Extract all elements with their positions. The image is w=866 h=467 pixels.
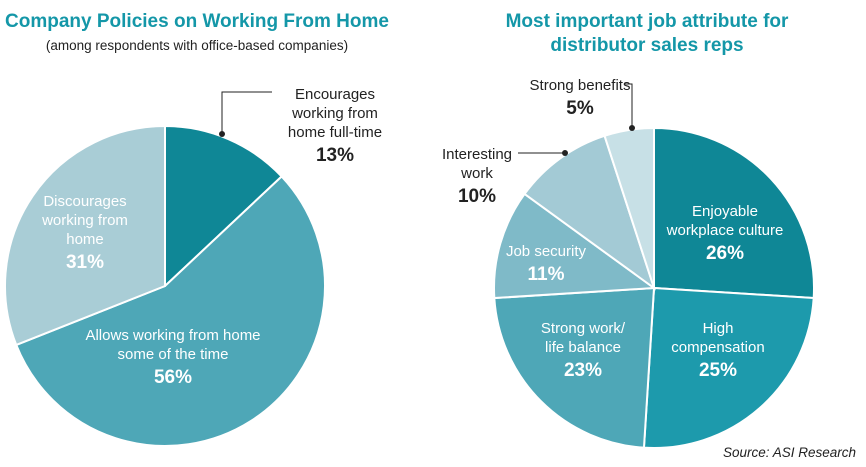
left-chart-subtitle: (among respondents with office-based com… xyxy=(46,38,348,53)
left-pie-slice-label-2-line-0: Discourages xyxy=(43,193,126,210)
right-pie-slice-label-2-line-1: life balance xyxy=(545,339,621,356)
right-pie-slice-5 xyxy=(603,126,655,289)
right-pie-slice-value-5: 5% xyxy=(566,98,594,119)
left-pie-slice-label-1-line-0: Allows working from home xyxy=(85,327,260,344)
right-pie-slice-label-0-line-0: Enjoyable xyxy=(692,203,758,220)
right-pie-slice-4 xyxy=(523,134,656,291)
left-pie-slice-value-1: 56% xyxy=(154,367,192,388)
right-pie-slice-label-1-line-0: High xyxy=(703,320,734,337)
right-pie-slice-0 xyxy=(653,126,815,300)
left-pie-slice-2 xyxy=(4,124,166,347)
right-pie-slice-label-3-line-0: Job security xyxy=(506,243,587,260)
left-pie-slice-label-2-line-2: home xyxy=(66,231,104,248)
right-pie-slice-label-2-line-0: Strong work/ xyxy=(541,320,626,337)
right-pie-slice-value-2: 23% xyxy=(564,360,602,381)
left-pie-chart: Encourages working from home full-time 13% A… xyxy=(4,86,382,447)
left-pie-slice-value-2: 31% xyxy=(66,252,104,273)
right-pie-slice-value-4: 10% xyxy=(458,186,496,207)
right-pie-slice-label-4-line-1: work xyxy=(460,165,493,182)
left-pie-slice-label-0-line-1: working from xyxy=(291,105,378,122)
left-pie-slice-label-2-line-1: working from xyxy=(41,212,128,229)
left-pie-leader-line-0 xyxy=(221,91,272,134)
left-pie-leader-dot-0 xyxy=(219,131,225,137)
left-pie-slice-0 xyxy=(164,124,284,289)
left-pie-slice-label-1-line-1: some of the time xyxy=(118,346,229,363)
left-pie-slice-1 xyxy=(14,175,326,447)
right-pie-slice-label-5-line-0: Strong benefits xyxy=(530,77,631,94)
left-pie-slice-label-0-line-2: home full-time xyxy=(288,124,382,141)
right-pie-slice-value-0: 26% xyxy=(706,243,744,264)
source-note: Source: ASI Research xyxy=(723,445,856,460)
left-pie-slice-label-0-line-0: Encourages xyxy=(295,86,375,103)
right-chart-title-line-1: Most important job attribute for xyxy=(506,11,789,32)
right-pie-slice-label-0-line-1: workplace culture xyxy=(666,222,784,239)
right-pie-slice-1 xyxy=(642,286,815,449)
right-chart-title-line-2: distributor sales reps xyxy=(550,35,743,56)
right-pie-leader-dot-4 xyxy=(562,150,568,156)
right-pie-leader-dot-5 xyxy=(629,125,635,131)
right-pie-slice-value-3: 11% xyxy=(528,264,565,285)
left-pie-slice-value-0: 13% xyxy=(316,145,354,166)
right-pie-slice-value-1: 25% xyxy=(699,360,737,381)
right-pie-slice-label-4-line-0: Interesting xyxy=(442,146,512,163)
left-chart-title: Company Policies on Working From Home xyxy=(5,11,389,32)
right-pie-slice-label-1-line-1: compensation xyxy=(671,339,764,356)
right-pie-slice-3 xyxy=(493,192,657,300)
right-pie-chart: Enjoyable workplace culture 26% High compens… xyxy=(442,77,815,449)
right-pie-slice-2 xyxy=(493,286,656,449)
right-pie-leader-line-5 xyxy=(625,83,633,128)
